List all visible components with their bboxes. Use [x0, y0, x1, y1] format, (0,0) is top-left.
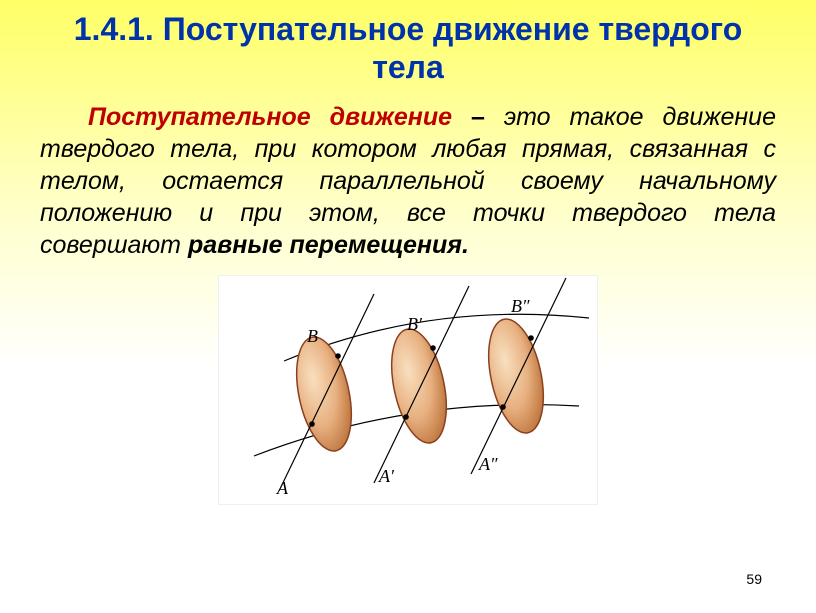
page-number: 59	[746, 571, 762, 587]
definition-bold-end: равные перемещения.	[188, 231, 469, 259]
figure-label: B″	[511, 296, 530, 317]
figure-label: A″	[479, 454, 498, 475]
definition-term: Поступательное движение	[88, 103, 452, 131]
figure-label: A	[277, 478, 288, 499]
slide-title: 1.4.1. Поступательное движение твердого …	[0, 0, 816, 93]
figure-label: A′	[379, 466, 394, 487]
figure-label: B′	[407, 314, 422, 335]
definition-dash: –	[452, 103, 504, 131]
translational-motion-figure: A A′ A″ B B′ B″	[218, 275, 598, 505]
slide-paragraph: Поступательное движение – это такое движ…	[0, 93, 816, 261]
figure-label: B	[307, 326, 318, 347]
figure-container: A A′ A″ B B′ B″	[0, 275, 816, 511]
